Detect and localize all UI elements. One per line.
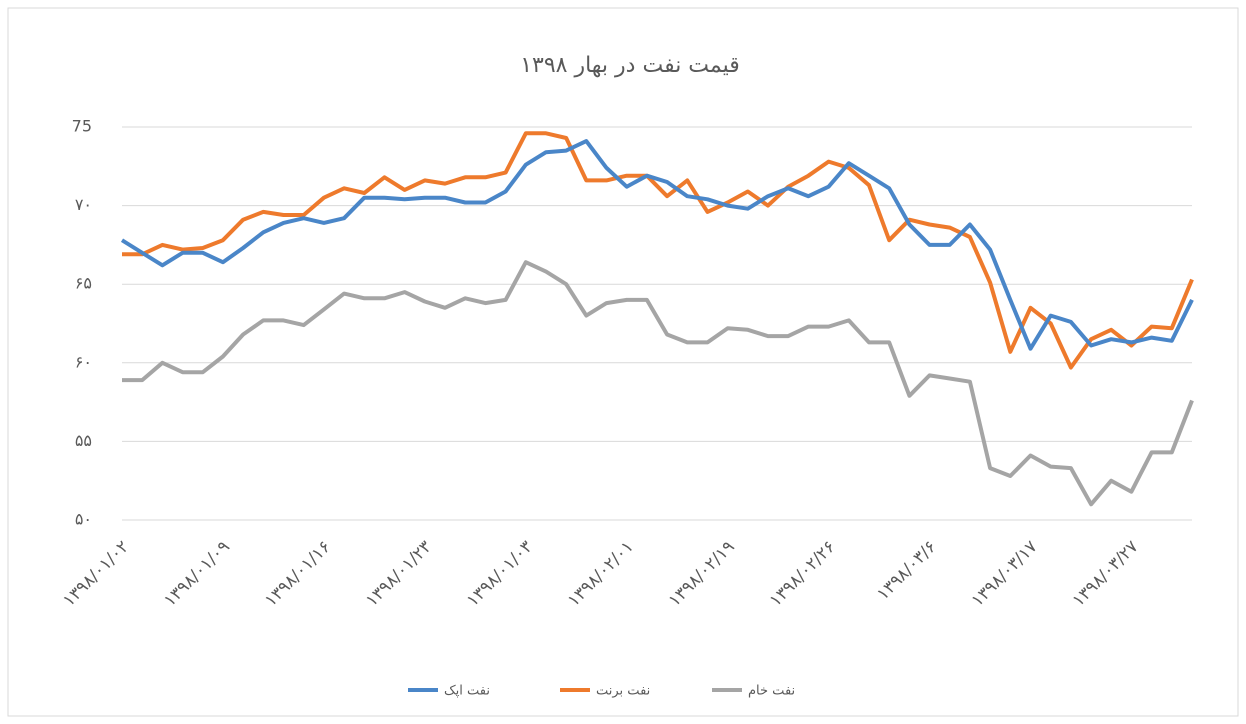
y-tick-label: 75: [72, 117, 92, 136]
legend-label: نفت خام: [748, 684, 795, 699]
y-tick-label: ۶۰: [75, 352, 92, 371]
y-tick-label: ۵۰: [75, 510, 92, 529]
chart-border: [7, 7, 1239, 717]
chart-title: قیمت نفت در بهار ۱۳۹۸: [520, 53, 740, 78]
line-series: [120, 139, 1194, 351]
legend-label: نفت برنت: [596, 684, 650, 699]
line-series: [122, 260, 1194, 507]
legend-label: نفت اپک: [444, 684, 490, 699]
y-tick-label: ۵۵: [75, 431, 92, 450]
y-tick-label: ۷۰: [75, 195, 92, 214]
y-tick-label: ۶۵: [75, 274, 92, 293]
line-series: [122, 131, 1194, 370]
